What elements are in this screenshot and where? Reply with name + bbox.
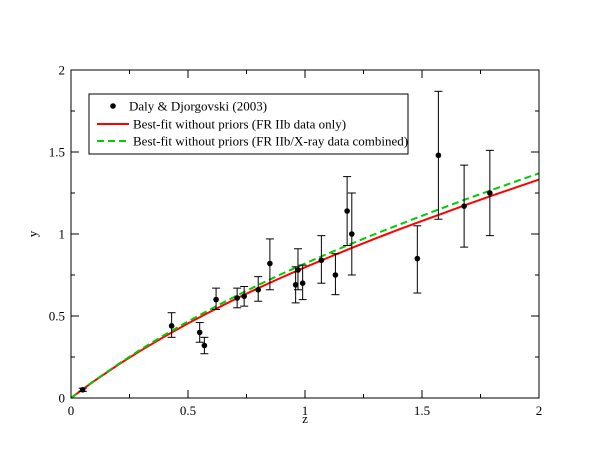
legend-label-red-line: Best-fit without priors (FR IIb data onl… [133,117,346,132]
data-point [414,255,421,262]
x-tick-label: 0 [68,403,75,418]
data-point [349,231,355,237]
y-tick-label: 0.5 [49,309,65,324]
x-axis-title: z [302,411,308,426]
data-point [461,203,467,209]
x-tick-label: 1 [302,403,309,418]
y-tick-label: 1 [59,227,66,242]
fit-line-combined [70,172,540,399]
y-tick-label: 2 [59,63,66,78]
legend-label-points: Daly & Djorgovski (2003) [129,99,267,114]
y-tick-label: 1.5 [49,145,65,160]
y-tick-label: 0 [59,391,66,406]
legend-marker-points [110,103,116,109]
data-point [295,267,301,273]
data-point [234,295,240,301]
data-point [435,152,442,159]
data-point [201,342,208,349]
data-point [318,257,325,264]
legend-label-green-line: Best-fit without priors (FR IIb/X-ray da… [133,134,408,149]
data-point [255,286,261,293]
x-tick-label: 2 [536,403,543,418]
x-tick-label: 0.5 [180,403,196,418]
y-axis-title: y [25,230,40,237]
axes-layer: 0 0.5 1 1.5 2 0 0.5 1 1.5 2 [49,63,543,419]
legend-box [88,93,409,155]
legend: Daly & Djorgovski (2003) Best-fit withou… [88,93,409,155]
data-point [344,208,350,214]
data-point [292,282,299,288]
x-tick-label: 1.5 [414,403,430,418]
data-point [168,323,175,329]
data-point [299,280,306,287]
data-point [196,329,203,336]
data-point [267,260,273,267]
data-point [241,293,247,300]
plot-layer [70,90,540,399]
data-point [332,272,339,278]
data-point [213,296,219,303]
data-point [487,190,493,196]
data-point [79,387,86,393]
